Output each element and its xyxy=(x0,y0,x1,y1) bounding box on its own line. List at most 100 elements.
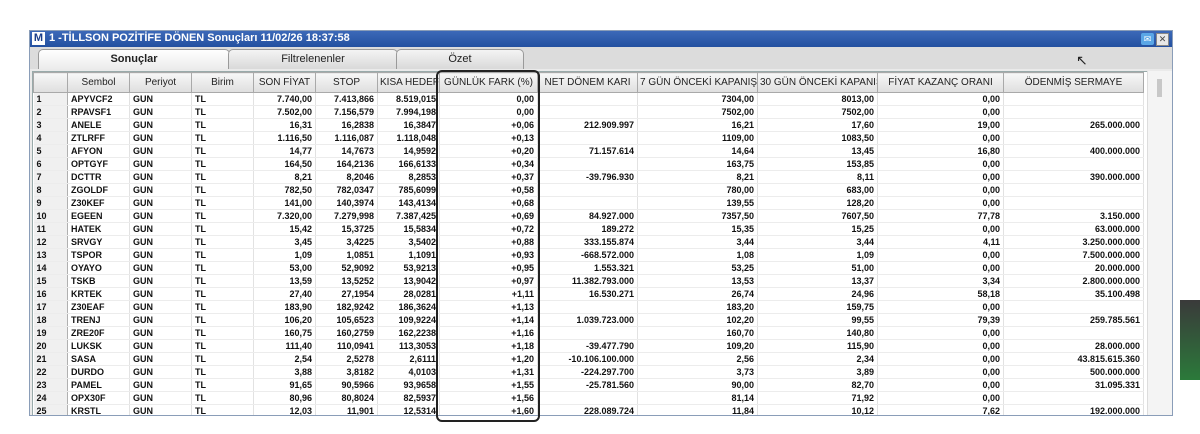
table-cell: 7.500.000.000 xyxy=(1003,248,1144,262)
table-cell: 12,5314 xyxy=(377,404,440,415)
table-cell: GUN xyxy=(129,274,192,288)
table-cell: 7357,50 xyxy=(637,209,758,223)
table-cell: 1,09 xyxy=(757,248,878,262)
table-cell xyxy=(1003,391,1144,405)
column-header[interactable]: GÜNLÜK FARK (%) xyxy=(439,72,538,93)
table-cell xyxy=(1003,92,1144,106)
table-row[interactable]: 7 DCTTR GUN TL 8,21 8,2046 8,2853 +0,37 -39.796.… xyxy=(33,170,1144,184)
row-number: 4 xyxy=(33,131,68,145)
table-cell: 1.553.321 xyxy=(537,261,638,275)
table-row[interactable]: 8 ZGOLDF GUN TL 782,50 782,0347 785,6099 +0,58 7… xyxy=(33,183,1144,197)
table-row[interactable]: 19 ZRE20F GUN TL 160,75 160,2759 162,2238 +1,16… xyxy=(33,326,1144,340)
row-number: 16 xyxy=(33,287,68,301)
table-row[interactable]: 3 ANELE GUN TL 16,31 16,2838 16,3847 +0,06 212.9… xyxy=(33,118,1144,132)
column-header[interactable]: Periyot xyxy=(129,72,192,93)
table-cell: 8013,00 xyxy=(757,92,878,106)
table-cell: 162,2238 xyxy=(377,326,440,340)
table-cell: Z30EAF xyxy=(67,300,130,314)
table-row[interactable]: 2 RPAVSF1 GUN TL 7.502,00 7.156,579 7.994,198 0… xyxy=(33,105,1144,119)
table-row[interactable]: 21 SASA GUN TL 2,54 2,5278 2,6111 +1,20 -10.106.… xyxy=(33,352,1144,366)
table-cell: 189.272 xyxy=(537,222,638,236)
table-cell: 0,00 xyxy=(877,131,1004,145)
column-header[interactable]: STOP xyxy=(315,72,378,93)
table-row[interactable]: 22 DURDO GUN TL 3,88 3,8182 4,0103 +1,31 -224.29… xyxy=(33,365,1144,379)
table-row[interactable]: 6 OPTGYF GUN TL 164,50 164,2136 166,6133 +0,34 1… xyxy=(33,157,1144,171)
table-row[interactable]: 10 EGEEN GUN TL 7.320,00 7.279,998 7.387,425 +0… xyxy=(33,209,1144,223)
table-row[interactable]: 1 APYVCF2 GUN TL 7.740,00 7.413,866 8.519,015 0… xyxy=(33,92,1144,106)
table-cell: TL xyxy=(191,365,254,379)
column-header[interactable]: NET DÖNEM KARI xyxy=(537,72,638,93)
table-cell: 15,25 xyxy=(757,222,878,236)
table-row[interactable]: 14 OYAYO GUN TL 53,00 52,9092 53,9213 +0,95 1.55… xyxy=(33,261,1144,275)
tab-ozet[interactable]: Özet xyxy=(396,49,524,69)
table-cell: 3,5402 xyxy=(377,235,440,249)
table-cell: GUN xyxy=(129,339,192,353)
table-cell: GUN xyxy=(129,235,192,249)
column-header[interactable]: FİYAT KAZANÇ ORANI xyxy=(877,72,1004,93)
table-cell: 16,2838 xyxy=(315,118,378,132)
column-header[interactable]: Birim xyxy=(191,72,254,93)
twitter-share-icon[interactable]: ✉ xyxy=(1141,33,1154,45)
results-grid[interactable]: Sembol Periyot Birim SON FİYAT STOP KISA HEDE… xyxy=(32,71,1172,415)
table-cell: 11,901 xyxy=(315,404,378,415)
table-cell: 99,55 xyxy=(757,313,878,327)
tab-sonuclar[interactable]: Sonuçlar xyxy=(38,49,230,69)
table-cell: 2,54 xyxy=(253,352,316,366)
table-row[interactable]: 23 PAMEL GUN TL 91,65 90,5966 93,9658 +1,55 -25.… xyxy=(33,378,1144,392)
table-cell: +1,11 xyxy=(439,287,538,301)
table-row[interactable]: 17 Z30EAF GUN TL 183,90 182,9242 186,3624 +1,13… xyxy=(33,300,1144,314)
table-cell: -25.781.560 xyxy=(537,378,638,392)
table-row[interactable]: 13 TSPOR GUN TL 1,09 1,0851 1,1091 +0,93 -668.57… xyxy=(33,248,1144,262)
tab-filtrelenenler[interactable]: Filtrelenenler xyxy=(228,49,398,69)
table-cell: GUN xyxy=(129,222,192,236)
table-cell: 8,2046 xyxy=(315,170,378,184)
table-cell: +1,14 xyxy=(439,313,538,327)
table-row[interactable]: 12 SRVGY GUN TL 3,45 3,4225 3,5402 +0,88 333.155… xyxy=(33,235,1144,249)
table-row[interactable]: 15 TSKB GUN TL 13,59 13,5252 13,9042 +0,97 11.38… xyxy=(33,274,1144,288)
table-cell: +0,95 xyxy=(439,261,538,275)
table-row[interactable]: 16 KRTEK GUN TL 27,40 27,1954 28,0281 +1,11 16.5… xyxy=(33,287,1144,301)
table-cell: 28.000.000 xyxy=(1003,339,1144,353)
table-cell: APYVCF2 xyxy=(67,92,130,106)
table-row[interactable]: 5 AFYON GUN TL 14,77 14,7673 14,9592 +0,20 71.15… xyxy=(33,144,1144,158)
table-row[interactable]: 9 Z30KEF GUN TL 141,00 140,3974 143,4134 +0,68 1… xyxy=(33,196,1144,210)
table-cell xyxy=(537,157,638,171)
table-cell: TL xyxy=(191,326,254,340)
table-cell: 102,20 xyxy=(637,313,758,327)
table-cell: GUN xyxy=(129,313,192,327)
table-row[interactable]: 4 ZTLRFF GUN TL 1.116,50 1.116,087 1.118,048 +0… xyxy=(33,131,1144,145)
table-cell: 683,00 xyxy=(757,183,878,197)
table-row[interactable]: 11 HATEK GUN TL 15,42 15,3725 15,5834 +0,72 189.… xyxy=(33,222,1144,236)
column-header[interactable] xyxy=(33,72,68,93)
column-header[interactable]: SON FİYAT xyxy=(253,72,316,93)
table-row[interactable]: 18 TRENJ GUN TL 106,20 105,6523 109,9224 +1,14 1… xyxy=(33,313,1144,327)
table-cell: ZGOLDF xyxy=(67,183,130,197)
scrollbar-thumb[interactable] xyxy=(1157,79,1162,97)
table-cell: 0,00 xyxy=(439,105,538,119)
table-row[interactable]: 24 OPX30F GUN TL 80,96 80,8024 82,5937 +1,56 81,… xyxy=(33,391,1144,405)
table-cell: 7502,00 xyxy=(637,105,758,119)
column-header[interactable]: Sembol xyxy=(67,72,130,93)
table-cell: PAMEL xyxy=(67,378,130,392)
table-cell: SRVGY xyxy=(67,235,130,249)
table-cell: OPX30F xyxy=(67,391,130,405)
table-cell: 109,20 xyxy=(637,339,758,353)
table-row[interactable]: 25 KRSTL GUN TL 12,03 11,901 12,5314 +1,60 228.0… xyxy=(33,404,1144,415)
column-header[interactable]: ÖDENMİŞ SERMAYE xyxy=(1003,72,1144,93)
table-cell: +0,69 xyxy=(439,209,538,223)
table-cell: EGEEN xyxy=(67,209,130,223)
vertical-scrollbar[interactable] xyxy=(1147,71,1172,415)
close-icon[interactable]: ✕ xyxy=(1156,33,1169,46)
column-header[interactable]: 30 GÜN ÖNCEKİ KAPANIŞ xyxy=(757,72,878,93)
table-cell: 53,00 xyxy=(253,261,316,275)
table-cell: TL xyxy=(191,313,254,327)
column-header[interactable]: KISA HEDEF xyxy=(377,72,440,93)
table-cell: 500.000.000 xyxy=(1003,365,1144,379)
table-cell: DURDO xyxy=(67,365,130,379)
table-cell: 28,0281 xyxy=(377,287,440,301)
table-row[interactable]: 20 LUKSK GUN TL 111,40 110,0941 113,3053 +1,18-… xyxy=(33,339,1144,353)
table-cell: TL xyxy=(191,222,254,236)
table-cell: 90,00 xyxy=(637,378,758,392)
column-header[interactable]: 7 GÜN ÖNCEKİ KAPANIŞ xyxy=(637,72,758,93)
table-cell xyxy=(537,131,638,145)
